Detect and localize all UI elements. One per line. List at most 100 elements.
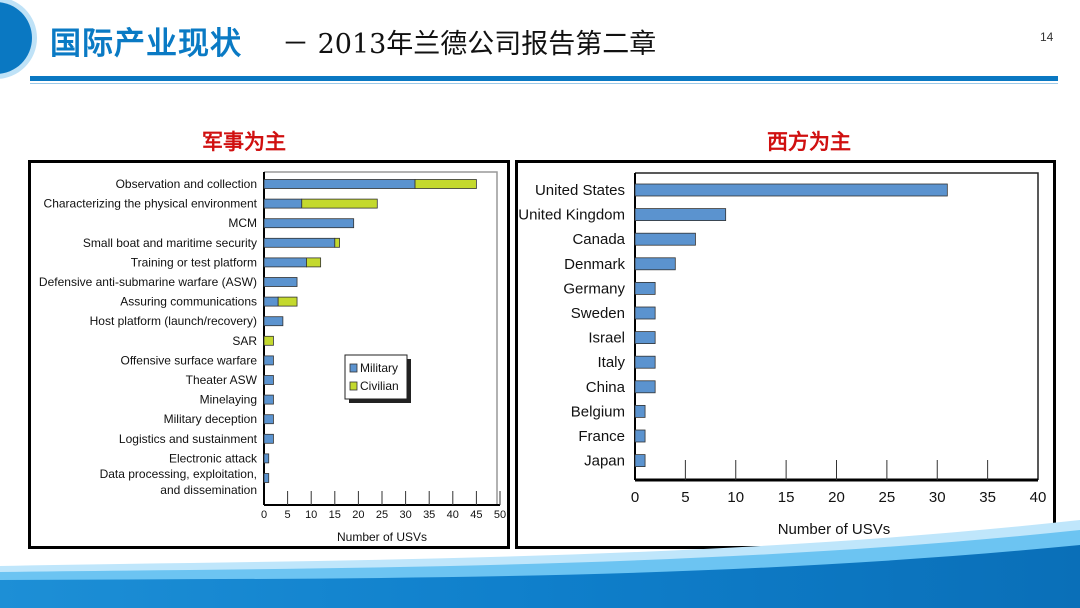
bar-military <box>263 179 416 189</box>
category-label: Offensive surface warfare <box>120 353 257 367</box>
bar-military <box>263 277 298 287</box>
category-label: Characterizing the physical environment <box>44 197 258 211</box>
bar-military <box>263 198 303 209</box>
bar-military <box>263 433 274 444</box>
x-tick-label: 30 <box>929 489 946 506</box>
header-divider-thin <box>30 83 1058 84</box>
country-label: Japan <box>584 453 625 470</box>
category-label: Small boat and maritime security <box>83 236 257 250</box>
country-label: Belgium <box>571 403 625 420</box>
country-label: Italy <box>597 354 625 371</box>
bar-military <box>263 218 355 229</box>
plot-frame <box>264 171 498 505</box>
x-tick-label: 50 <box>494 509 506 521</box>
country-label: United Kingdom <box>518 207 625 224</box>
category-label: Electronic attack <box>169 451 258 465</box>
category-label: Defensive anti-submarine warfare (ASW) <box>39 275 257 289</box>
x-tick-label: 5 <box>681 489 689 506</box>
x-tick-label: 35 <box>979 489 996 506</box>
category-label: Minelaying <box>200 393 257 407</box>
slide-subtitle: － 2013年兰德公司报告第二章 <box>282 29 657 60</box>
bar-military <box>263 414 274 425</box>
header-circle-decoration <box>0 2 32 74</box>
category-label: Training or test platform <box>131 255 257 269</box>
country-label: Sweden <box>571 305 625 322</box>
page-number: 14 <box>1040 30 1054 44</box>
legend-label-military: Military <box>360 361 398 375</box>
bar-military <box>263 355 274 366</box>
bar-military <box>263 453 270 464</box>
x-tick-label: 25 <box>879 489 896 506</box>
legend-swatch-military <box>349 363 358 373</box>
x-axis-label: Number of USVs <box>337 530 427 544</box>
bar-civilian <box>263 335 274 346</box>
bar-military <box>263 375 274 385</box>
bar-civilian <box>414 179 477 189</box>
x-tick-label: 40 <box>1030 489 1047 506</box>
usv-mission-chart: 0 5 10 15 20 25 30 35 40 45 50 Number of USVs Observ… <box>39 171 506 544</box>
bar-military <box>263 316 284 327</box>
x-tick-label: 0 <box>261 509 267 521</box>
bar-country <box>634 380 656 394</box>
bar-military <box>263 257 307 268</box>
bar-civilian <box>277 296 298 307</box>
x-tick-label: 0 <box>631 489 639 506</box>
country-label: China <box>586 379 626 396</box>
legend-swatch-civilian <box>349 381 358 391</box>
category-label: Theater ASW <box>186 373 258 387</box>
category-label: Host platform (launch/recovery) <box>90 314 257 328</box>
bar-country <box>634 208 727 222</box>
country-label: United States <box>535 182 625 199</box>
bar-military <box>263 473 270 483</box>
bar-military <box>263 394 274 405</box>
legend-box <box>344 354 408 400</box>
x-tick-label: 5 <box>285 509 291 521</box>
header-divider <box>30 76 1058 81</box>
category-label: Observation and collection <box>116 177 257 191</box>
bar-country <box>634 281 656 295</box>
bar-country <box>634 257 676 271</box>
bar-country <box>634 355 656 369</box>
bar-civilian <box>306 257 322 268</box>
bar-military <box>263 296 279 307</box>
right-chart-heading: 西方为主 <box>767 131 851 154</box>
bar-country <box>634 306 656 320</box>
bar-country <box>634 232 696 246</box>
legend-label-civilian: Civilian <box>360 379 399 393</box>
x-tick-label: 15 <box>778 489 795 506</box>
country-label: Israel <box>588 330 625 347</box>
usv-country-chart: 0 5 10 15 20 25 30 35 40 Number of USVs United Sta… <box>518 172 1047 538</box>
category-label: Logistics and sustainment <box>119 432 258 446</box>
bar-country <box>634 183 948 197</box>
right-chart-panel: 0 5 10 15 20 25 30 35 40 Number of USVs United Sta… <box>515 160 1056 549</box>
category-label: Assuring communications <box>120 295 257 309</box>
category-label: SAR <box>232 334 257 348</box>
category-label: and dissemination <box>160 483 257 497</box>
x-tick-label: 10 <box>305 509 317 521</box>
bar-country <box>634 404 646 418</box>
bar-civilian <box>334 237 340 248</box>
category-label: Military deception <box>164 412 257 426</box>
x-tick-label: 20 <box>828 489 845 506</box>
footer-wave-decoration <box>0 520 1080 608</box>
x-tick-label: 20 <box>352 509 364 521</box>
x-tick-label: 25 <box>376 509 388 521</box>
x-tick-label: 45 <box>470 509 482 521</box>
plot-frame <box>635 172 1039 480</box>
bar-country <box>634 429 646 443</box>
x-tick-label: 30 <box>399 509 411 521</box>
left-chart-panel: 0 5 10 15 20 25 30 35 40 45 50 Number of USVs Observ… <box>28 160 510 549</box>
x-tick-label: 35 <box>423 509 435 521</box>
country-label: Canada <box>572 231 625 248</box>
bar-country <box>634 331 656 345</box>
category-label: MCM <box>228 216 257 230</box>
x-tick-label: 10 <box>727 489 744 506</box>
country-label: France <box>578 428 625 445</box>
left-chart-heading: 军事为主 <box>202 131 286 154</box>
bar-military <box>263 237 336 248</box>
country-label: Germany <box>563 280 625 297</box>
slide-title: 国际产业现状 <box>50 26 242 61</box>
country-label: Denmark <box>564 256 625 273</box>
x-axis-label: Number of USVs <box>778 521 891 538</box>
x-tick-label: 15 <box>329 509 341 521</box>
